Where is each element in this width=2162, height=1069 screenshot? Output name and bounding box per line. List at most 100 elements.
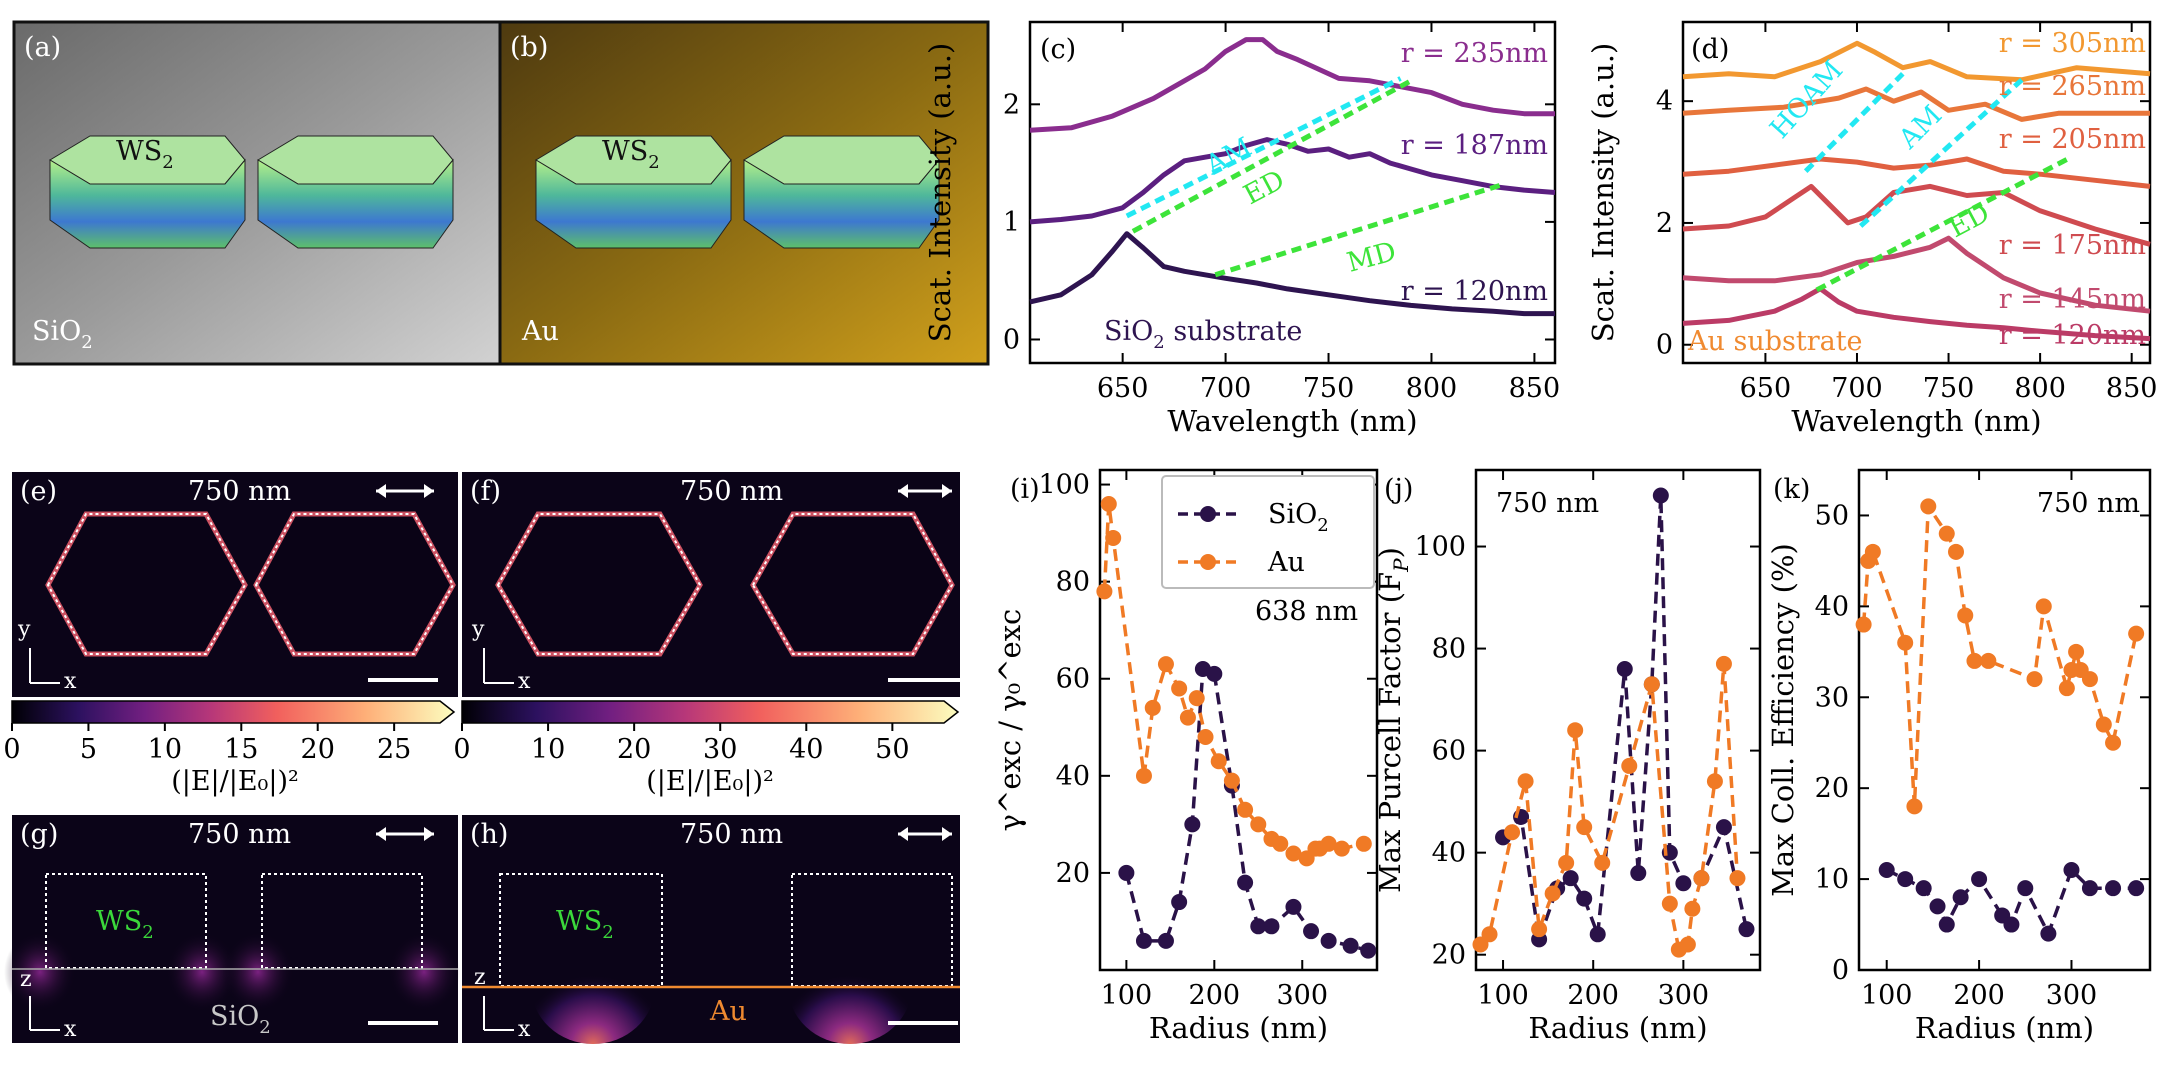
chart-c-xtick-label: 650	[1097, 373, 1149, 404]
chart-j-point	[1652, 487, 1669, 504]
chart-c-series-line	[1029, 37, 1555, 133]
chart-i-point	[1272, 835, 1289, 852]
chart-j-ytick-label: 20	[1432, 940, 1466, 971]
chart-k-point	[1971, 871, 1988, 888]
substrate-label-a: SiO2	[32, 316, 93, 353]
chart-i-point	[1157, 932, 1174, 949]
chart-d-series-label: r = 205nm	[1999, 124, 2146, 155]
chart-j-ytick-label: 60	[1432, 736, 1466, 767]
chart-j-note: 750 nm	[1496, 488, 1599, 519]
chart-k-point	[2003, 916, 2020, 933]
chart-i-point	[1171, 680, 1188, 697]
wavelength-f: 750 nm	[680, 476, 783, 507]
chart-c-ytick-label: 1	[1003, 207, 1020, 238]
chart-i-point	[1250, 918, 1267, 935]
chart-d-xtick-label: 800	[2014, 373, 2066, 404]
chart-k-ytick-label: 0	[1832, 955, 1849, 986]
chart-d-series-label: r = 265nm	[1999, 71, 2146, 102]
colorbar-label-f: (|E|/|E₀|)²	[646, 766, 774, 797]
chart-i-point	[1210, 753, 1227, 770]
panel-label-j: (j)	[1384, 474, 1413, 505]
cbar-f-tick-label: 30	[703, 734, 737, 765]
chart-d-xtick-label: 650	[1740, 373, 1792, 404]
chart-d-series-line	[1682, 235, 2151, 314]
chart-d-series-line	[1682, 183, 2151, 247]
chart-j-point	[1715, 819, 1732, 836]
chart-c-series-line	[1029, 137, 1556, 225]
axis-y-f: y	[471, 617, 485, 642]
chart-k-ytick-label: 40	[1815, 591, 1849, 622]
chart-j-point	[1675, 875, 1692, 892]
chart-c-series-label: r = 235nm	[1401, 38, 1548, 69]
cbar-f-tick-label: 50	[875, 734, 909, 765]
chart-c-guide-AM	[1125, 76, 1402, 219]
chart-k-point	[1938, 525, 1955, 542]
substrate-label-h: Au	[709, 996, 747, 1027]
chart-i-point	[1360, 942, 1377, 959]
chart-d-series-line	[1682, 86, 2150, 122]
crystal-left-b	[535, 135, 732, 249]
chart-k-point	[2017, 880, 2034, 897]
chart-j-point	[1630, 865, 1647, 882]
chart-d-series-line	[1682, 40, 2151, 83]
panel-h: (h) 750 nm WS2 Au z x	[462, 815, 960, 1044]
chart-c-series-label: r = 187nm	[1401, 130, 1548, 161]
chart-k-ylabel: Max Coll. Efficiency (%)	[1766, 543, 1800, 897]
chart-j-xlabel: Radius (nm)	[1528, 1011, 1707, 1045]
cbar-e-tick-label: 25	[377, 734, 411, 765]
chart-j-ytick-label: 40	[1432, 838, 1466, 869]
chart-d-ylabel: Scat. Intensity (a.u.)	[1586, 43, 1620, 343]
chart-j-point	[1562, 870, 1579, 887]
chart-j-point	[1544, 885, 1561, 902]
chart-c-guide-label-AM: AM	[1200, 132, 1257, 182]
chart-i-point	[1320, 835, 1337, 852]
chart-c-xtick-label: 750	[1303, 373, 1355, 404]
chart-i-point	[1188, 690, 1205, 707]
chart-i-point	[1285, 845, 1302, 862]
chart-i-point	[1237, 874, 1254, 891]
crystal-right-b	[743, 135, 940, 249]
colorbar-f: (|E|/|E₀|)² 0 10 20 30 40 50	[453, 700, 960, 797]
chart-k-point	[1938, 916, 1955, 933]
chart-i-point	[1342, 937, 1359, 954]
chart-k-point	[1966, 652, 1983, 669]
chart-j-point	[1643, 676, 1660, 693]
panel-g: (g) 750 nm WS2 SiO2 z x	[4, 815, 460, 1043]
chart-i-legend-label: Au	[1267, 547, 1305, 578]
chart-j-point	[1693, 870, 1710, 887]
cbar-f-tick-label: 10	[531, 734, 565, 765]
chart-i-frame	[1098, 468, 1379, 972]
cbar-f-tick-label: 40	[789, 734, 823, 765]
chart-j-xtick-label: 200	[1567, 980, 1619, 1011]
chart-j-ytick-label: 80	[1432, 634, 1466, 665]
chart-d-xlabel: Wavelength (nm)	[1791, 404, 2041, 438]
chart-k-point	[1878, 862, 1895, 878]
panel-f: (f) 750 nm y x	[462, 472, 960, 697]
chart-j-point	[1738, 921, 1755, 938]
panel-label-k: (k)	[1773, 474, 1810, 505]
chart-k-point	[2063, 862, 2080, 878]
axis-y-e: y	[17, 617, 31, 642]
chart-j-point	[1504, 824, 1521, 841]
chart-i-legend-label: SiO2	[1268, 499, 1329, 536]
chart-i-point	[1320, 932, 1337, 949]
chart-i-point	[1118, 864, 1135, 881]
chart-c: 650 700 750 800 850 0 1 2 Wavelength (nm) (c) r = …	[923, 20, 1560, 438]
chart-d-xtick-label: 700	[1831, 373, 1883, 404]
chart-j-point	[1679, 936, 1696, 953]
chart-i-ytick-label: 20	[1056, 858, 1090, 889]
chart-i-point	[1285, 898, 1302, 915]
chart-i-point	[1171, 894, 1188, 911]
chart-j-frame	[1474, 468, 1762, 972]
chart-k-point	[2040, 925, 2057, 942]
chart-k-point	[2081, 671, 2098, 688]
chart-k-ytick-label: 10	[1815, 864, 1849, 895]
chart-d-guide-HOAM	[1803, 71, 1905, 173]
chart-j-point	[1531, 921, 1548, 938]
chart-k-point	[1897, 871, 1914, 888]
chart-k-point	[2128, 625, 2145, 642]
chart-k-point	[1952, 889, 1969, 906]
chart-d-xtick-label: 850	[2106, 373, 2158, 404]
chart-i-ytick-label: 80	[1056, 567, 1090, 598]
